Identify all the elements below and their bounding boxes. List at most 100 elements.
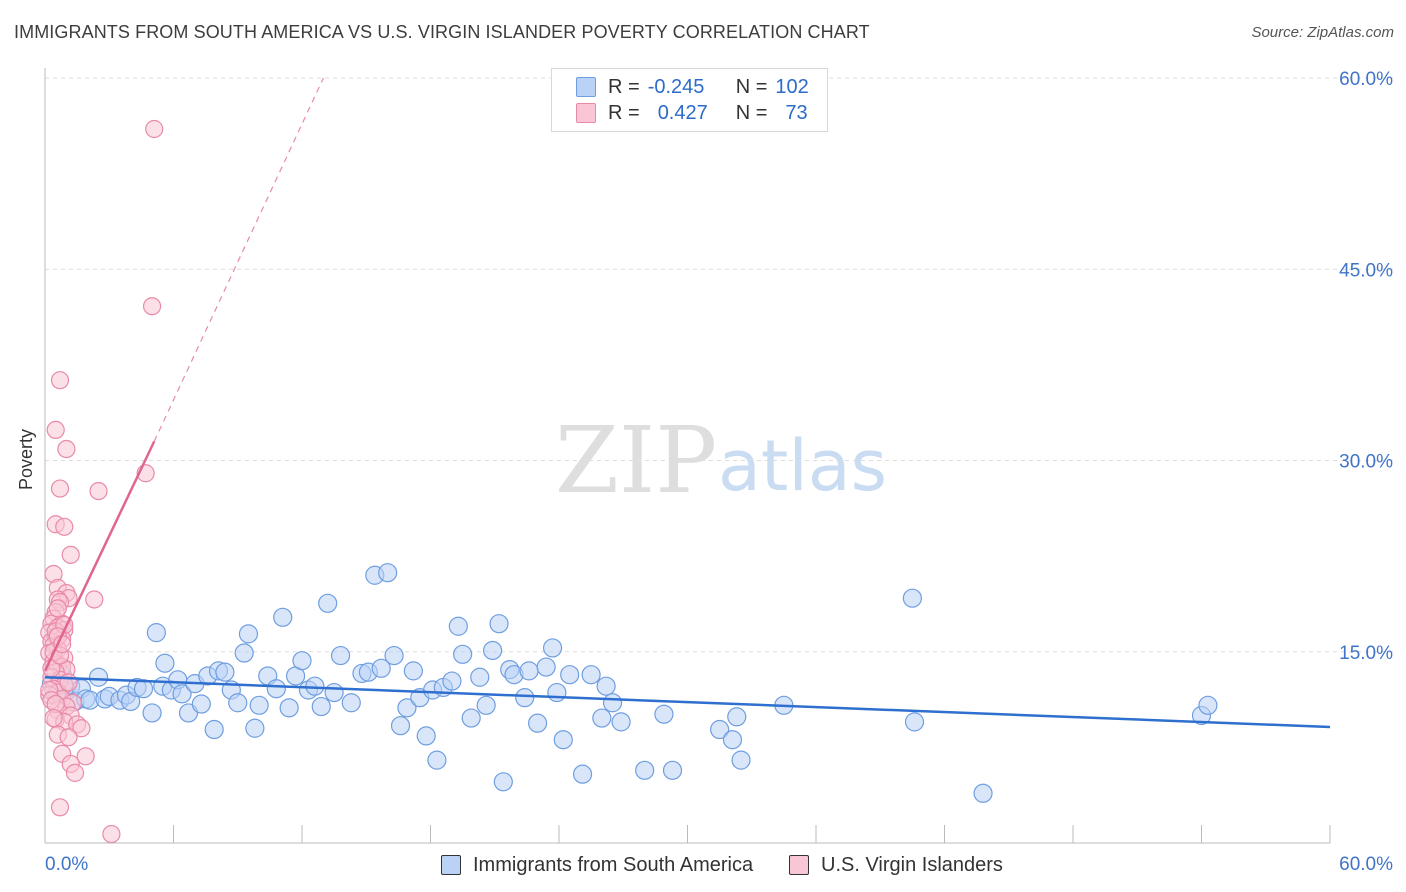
bottom-legend-virgin-islanders: U.S. Virgin Islanders — [789, 852, 1003, 878]
data-point-virgin-islanders — [72, 719, 91, 738]
data-point-south-america — [245, 718, 265, 738]
legend-row-virgin-islanders: R = 0.427 N = 73 — [576, 101, 808, 125]
trendline-virgin-islanders — [43, 440, 156, 672]
data-point-south-america — [155, 653, 175, 673]
trendline-extension-virgin-islanders — [153, 77, 324, 442]
data-point-south-america — [191, 694, 211, 714]
x-tick-label: 0.0% — [45, 854, 88, 875]
bottom-legend-south-america: Immigrants from South America — [441, 852, 753, 878]
data-point-south-america — [902, 588, 922, 608]
data-point-virgin-islanders — [89, 482, 108, 501]
data-point-south-america — [204, 719, 224, 740]
data-point-south-america — [397, 698, 417, 718]
stats-legend: R = -0.245 N = 102 R = 0.427 N = 73 — [551, 68, 828, 132]
data-point-south-america — [727, 707, 747, 727]
data-point-virgin-islanders — [55, 517, 74, 536]
data-point-south-america — [384, 645, 404, 666]
data-point-south-america — [592, 708, 612, 728]
legend-r-label: R = — [608, 75, 640, 98]
data-point-south-america — [403, 661, 423, 681]
legend-n-label: N = — [735, 75, 768, 98]
legend-swatch-blue — [576, 77, 596, 97]
data-point-south-america — [292, 651, 312, 671]
data-point-virgin-islanders — [48, 599, 67, 618]
data-point-south-america — [515, 688, 535, 708]
data-point-south-america — [341, 693, 361, 713]
bottom-legend-swatch-pink — [789, 855, 809, 875]
legend-row-south-america: R = -0.245 N = 102 — [576, 75, 809, 99]
y-axis-label: Poverty — [16, 428, 36, 490]
data-point-virgin-islanders — [44, 708, 63, 728]
data-point-south-america — [249, 695, 269, 715]
data-point-virgin-islanders — [76, 747, 95, 766]
legend-r-value: -0.245 — [647, 75, 705, 98]
data-point-south-america — [596, 676, 616, 696]
data-point-south-america — [470, 667, 490, 687]
data-point-south-america — [142, 703, 162, 723]
data-point-south-america — [722, 730, 743, 750]
data-point-south-america — [416, 726, 436, 746]
data-point-virgin-islanders — [59, 673, 78, 692]
data-point-south-america — [266, 679, 286, 699]
data-point-south-america — [279, 698, 299, 718]
data-point-south-america — [324, 682, 344, 703]
bottom-legend-label: U.S. Virgin Islanders — [821, 853, 1003, 876]
data-point-virgin-islanders — [50, 371, 70, 390]
watermark-zip: ZIP — [555, 407, 717, 514]
data-point-south-america — [572, 764, 593, 784]
data-point-south-america — [553, 730, 573, 750]
data-point-south-america — [527, 713, 548, 733]
data-point-south-america — [493, 772, 513, 792]
legend-r-value: 0.427 — [657, 101, 708, 124]
data-point-virgin-islanders — [145, 119, 164, 139]
data-point-virgin-islanders — [50, 798, 70, 817]
watermark-atlas: atlas — [718, 425, 887, 507]
data-point-south-america — [448, 616, 468, 636]
data-point-south-america — [710, 719, 730, 740]
data-point-south-america — [318, 593, 338, 613]
data-point-virgin-islanders — [102, 824, 121, 844]
y-tick-label: 45.0% — [1339, 260, 1393, 281]
data-point-south-america — [234, 643, 254, 663]
data-point-south-america — [904, 712, 925, 732]
data-point-south-america — [536, 657, 556, 677]
data-point-south-america — [311, 696, 331, 717]
bottom-legend-label: Immigrants from South America — [473, 853, 754, 876]
data-point-south-america — [390, 716, 411, 736]
data-point-south-america — [476, 695, 496, 715]
data-point-south-america — [273, 607, 293, 627]
data-point-south-america — [378, 563, 398, 583]
data-point-virgin-islanders — [59, 728, 78, 747]
data-point-south-america — [560, 665, 580, 685]
data-point-south-america — [611, 712, 631, 732]
data-point-virgin-islanders — [46, 420, 65, 439]
data-point-virgin-islanders — [57, 439, 76, 459]
data-point-south-america — [442, 671, 462, 691]
data-point-south-america — [453, 644, 473, 664]
data-point-south-america — [1198, 695, 1218, 715]
data-point-virgin-islanders — [65, 763, 85, 782]
data-point-south-america — [228, 693, 248, 713]
data-point-virgin-islanders — [142, 297, 162, 316]
legend-swatch-pink — [576, 103, 596, 123]
data-point-south-america — [88, 667, 109, 687]
legend-n-label: N = — [735, 101, 768, 124]
data-point-south-america — [427, 750, 447, 770]
data-point-south-america — [305, 676, 325, 696]
data-point-south-america — [133, 679, 154, 699]
data-point-virgin-islanders — [85, 590, 104, 609]
y-tick-label: 30.0% — [1339, 452, 1393, 473]
data-point-south-america — [635, 760, 655, 780]
data-point-south-america — [215, 662, 235, 682]
chart-title: IMMIGRANTS FROM SOUTH AMERICA VS U.S. VI… — [14, 22, 870, 42]
data-point-south-america — [581, 665, 601, 685]
data-point-south-america — [519, 661, 539, 681]
data-point-south-america — [461, 708, 481, 728]
data-point-south-america — [973, 783, 993, 803]
data-point-south-america — [654, 704, 674, 724]
data-point-south-america — [731, 750, 751, 770]
data-point-south-america — [483, 640, 503, 661]
source-label: Source: ZipAtlas.com — [1251, 24, 1394, 41]
y-tick-label: 15.0% — [1339, 643, 1393, 664]
legend-n-value: 73 — [785, 101, 808, 124]
